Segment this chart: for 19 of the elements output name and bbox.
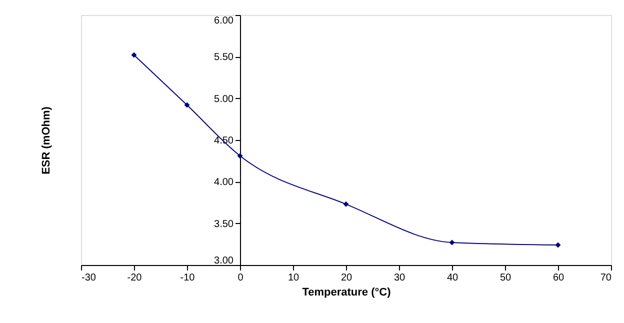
x-tick-label: 20 [340, 272, 352, 284]
y-tick-label: 3.50 [214, 218, 234, 230]
x-axis-title: Temperature (°C) [302, 286, 392, 298]
y-tick-label: 4.00 [214, 177, 234, 188]
y-tick-label: 5.50 [214, 52, 234, 64]
x-tick-label: 0 [238, 272, 244, 284]
x-tick-label: -20 [127, 272, 142, 284]
x-tick-label: 10 [288, 272, 300, 284]
x-tick-label: -30 [82, 272, 96, 284]
y-tick-label: 5.00 [214, 94, 234, 105]
x-tick-label: 60 [552, 272, 564, 284]
x-tick-label: 40 [446, 272, 458, 284]
x-tick-label: 50 [500, 272, 512, 284]
x-tick-label: 70 [600, 272, 612, 284]
y-tick-label: 3.00 [214, 256, 234, 266]
x-tick-label: -10 [180, 272, 196, 284]
y-tick-label: 6.00 [214, 16, 234, 26]
x-tick-label: 30 [394, 272, 406, 284]
y-axis-title: ESR (mOhm) [40, 106, 52, 174]
